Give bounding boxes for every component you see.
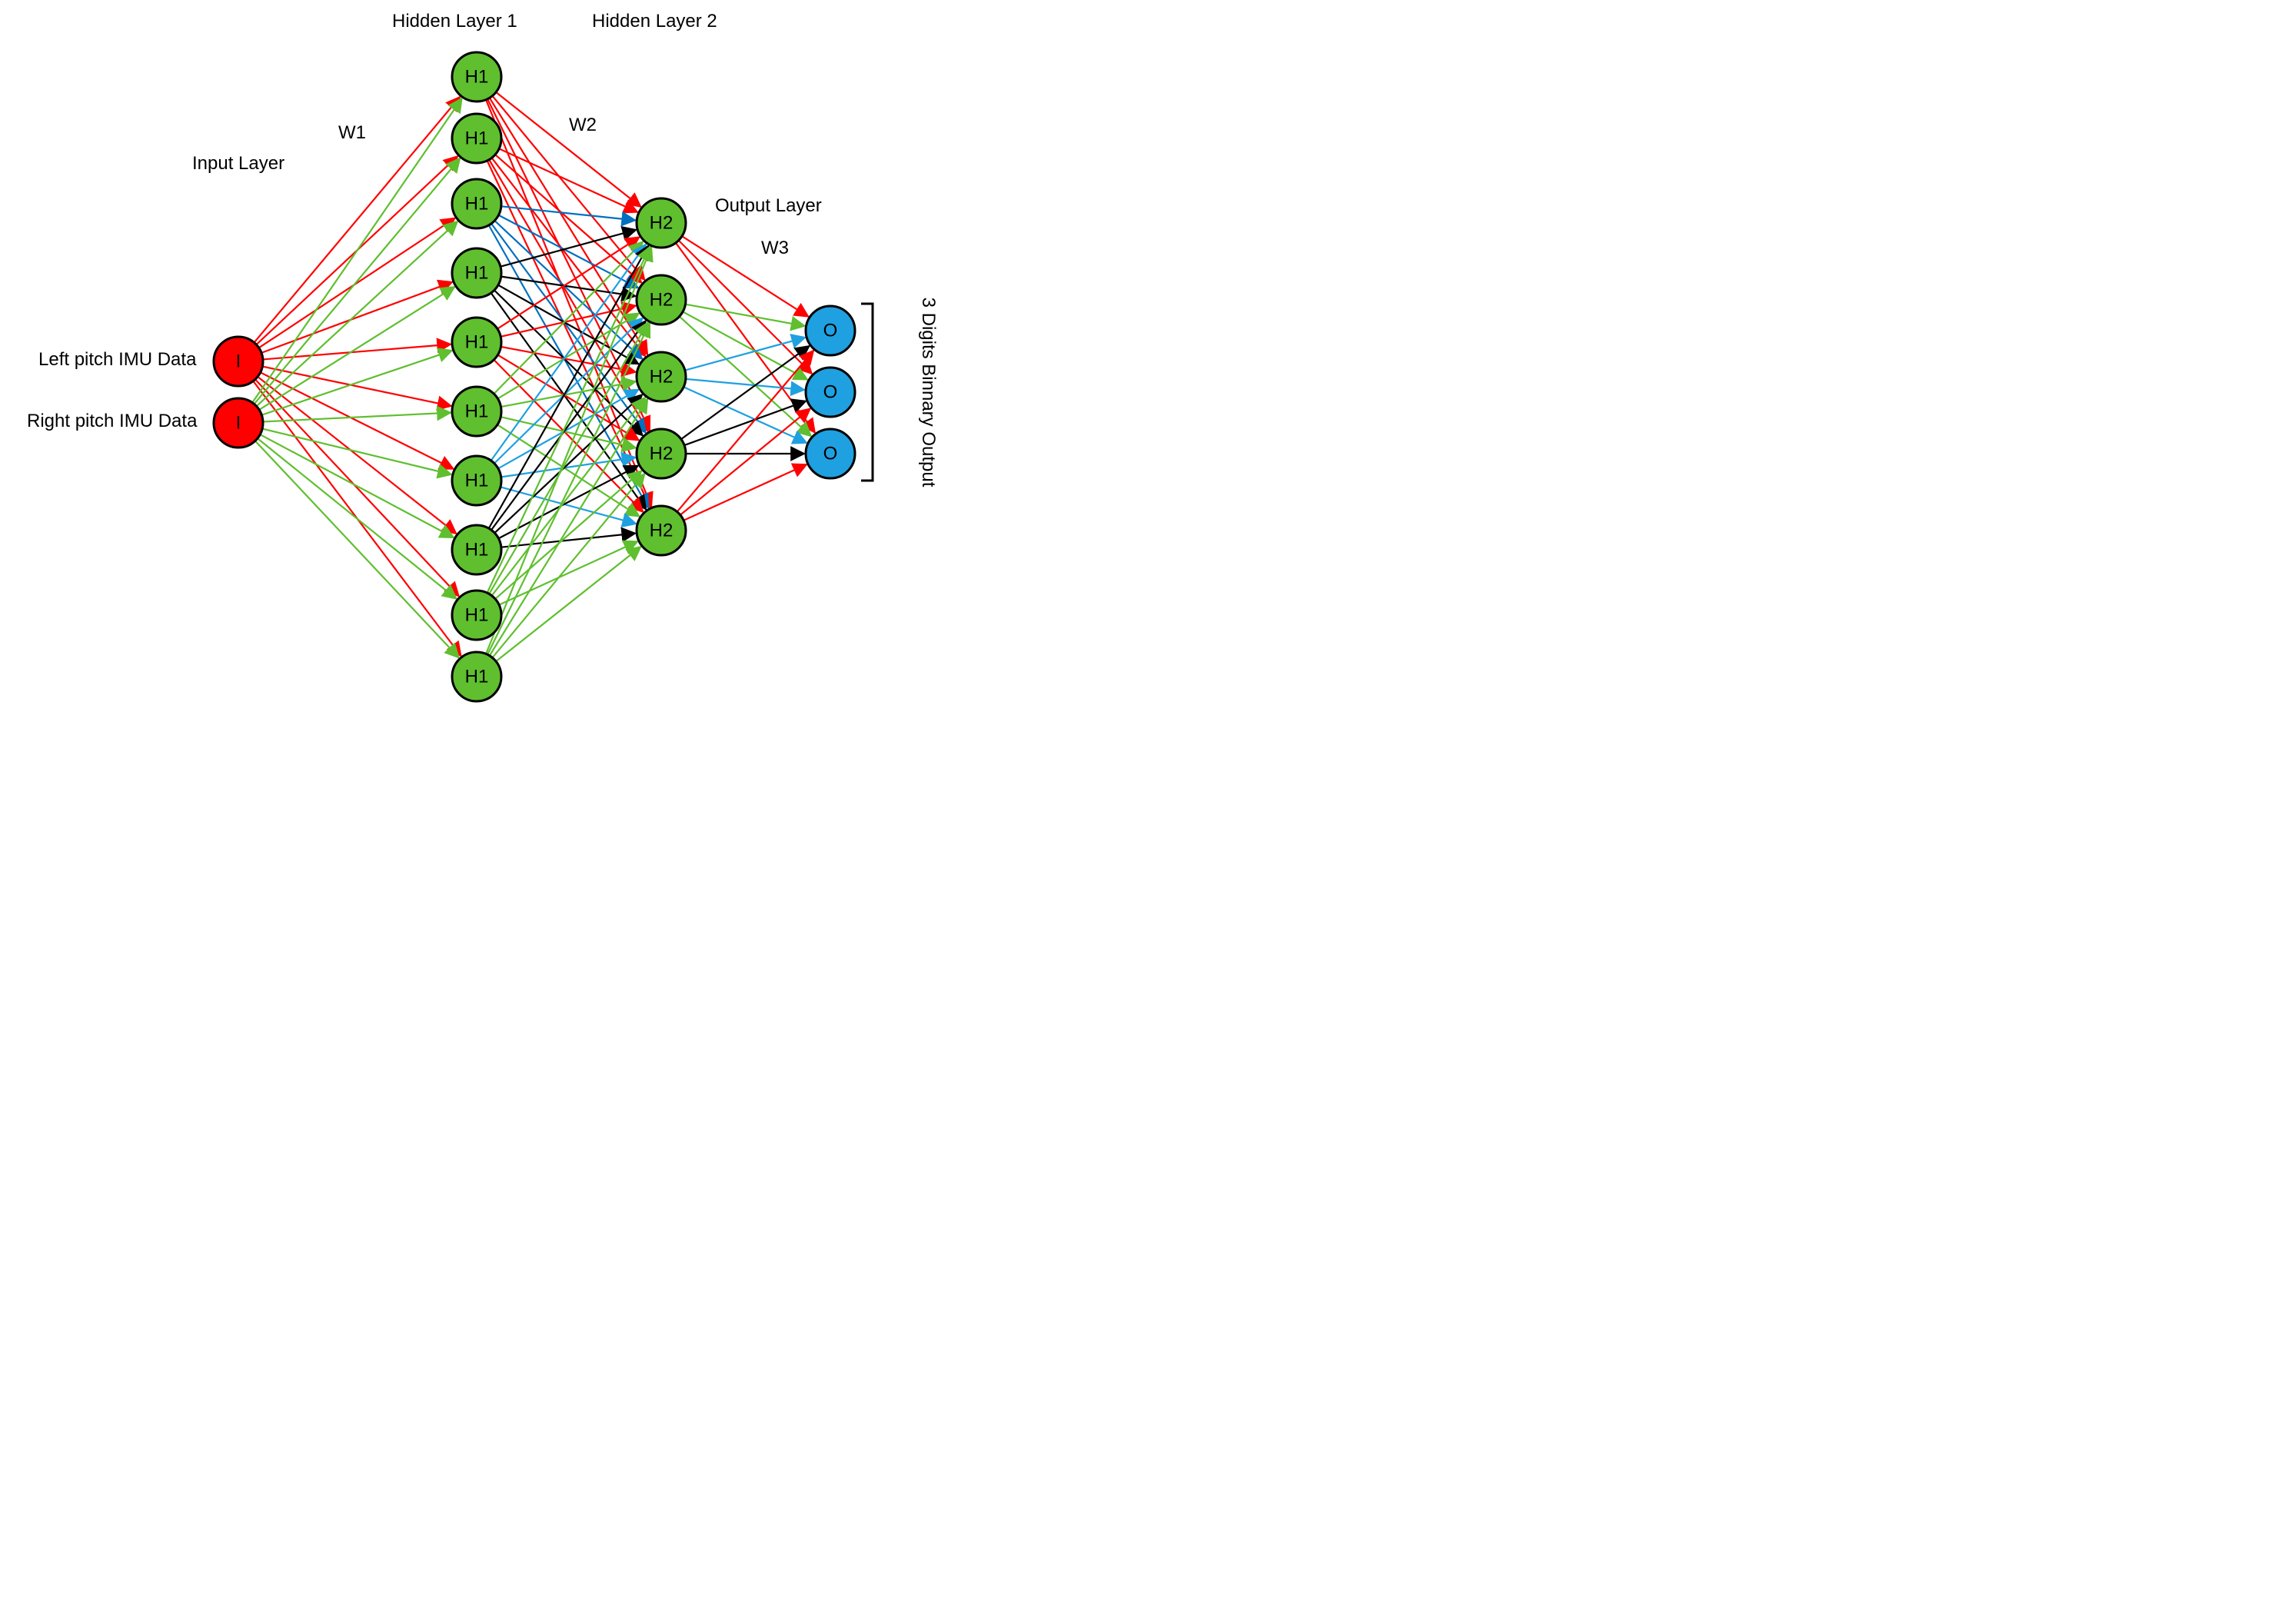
label-output_bracket: 3 Digits Binnary Output [918, 298, 939, 488]
edge [494, 394, 642, 533]
neural-network-diagram: I I H1 H1 H1 H1 H1 H1 H1 H1 H1 H1 H2 H2 H2 H2 H2 O O O Hidde… [0, 0, 999, 707]
hidden1-node-label: H1 [465, 471, 489, 491]
label-left_input: Left pitch IMU Data [38, 349, 197, 370]
hidden2-node: H2 [637, 275, 686, 324]
output-node-label: O [823, 382, 838, 403]
edges-group [252, 92, 815, 661]
edge [490, 399, 647, 656]
edge [259, 287, 454, 410]
hidden1-node-label: H1 [465, 401, 489, 422]
edge [260, 434, 454, 537]
hidden1-node-label: H1 [465, 332, 489, 353]
hidden1-node: H1 [452, 318, 501, 367]
input-node-label: I [236, 413, 241, 434]
edge [494, 290, 643, 435]
output-bracket [861, 304, 873, 481]
hidden1-node-label: H1 [465, 194, 489, 215]
hidden2-node-label: H2 [650, 367, 674, 388]
output-node: O [806, 368, 855, 417]
edge [259, 218, 455, 348]
output-node-label: O [823, 444, 838, 464]
hidden1-node: H1 [452, 52, 501, 102]
hidden2-node-label: H2 [650, 213, 674, 234]
edge [255, 379, 459, 596]
hidden1-node: H1 [452, 652, 501, 701]
edge [486, 247, 651, 654]
edge [676, 243, 815, 433]
hidden1-node-label: H1 [465, 67, 489, 88]
edge [496, 92, 640, 207]
output-node: O [806, 429, 855, 478]
hidden1-node: H1 [452, 525, 501, 574]
label-w2: W2 [569, 115, 597, 135]
label-w1: W1 [338, 122, 366, 143]
edge [258, 438, 457, 599]
edge [254, 158, 461, 404]
hidden2-node: H2 [637, 352, 686, 401]
edge [499, 148, 637, 212]
hidden1-node: H1 [452, 248, 501, 298]
hidden2-node: H2 [637, 506, 686, 555]
hidden1-node: H1 [452, 387, 501, 436]
edge [496, 547, 640, 661]
label-output_layer: Output Layer [715, 195, 822, 216]
hidden2-node-label: H2 [650, 290, 674, 311]
edge [683, 311, 807, 379]
input-node: I [214, 398, 263, 448]
hidden1-node-label: H1 [465, 128, 489, 149]
edge [494, 318, 643, 464]
hidden1-node: H1 [452, 456, 501, 505]
hidden2-node: H2 [637, 198, 686, 248]
edge [686, 379, 804, 390]
hidden2-node: H2 [637, 429, 686, 478]
output-node: O [806, 306, 855, 355]
hidden1-node-label: H1 [465, 263, 489, 284]
edge [683, 464, 807, 521]
label-w3: W3 [761, 238, 789, 258]
label-hidden_layer_1: Hidden Layer 1 [392, 11, 517, 32]
hidden2-node-label: H2 [650, 521, 674, 541]
output-node-label: O [823, 321, 838, 341]
hidden1-node-label: H1 [465, 605, 489, 626]
edge [257, 221, 457, 406]
edge [677, 351, 813, 512]
input-node: I [214, 337, 263, 386]
input-node-label: I [236, 351, 241, 372]
edge [262, 367, 451, 406]
hidden1-node: H1 [452, 591, 501, 640]
hidden1-node-label: H1 [465, 667, 489, 687]
edge [494, 221, 642, 359]
hidden2-node-label: H2 [650, 444, 674, 464]
hidden1-node: H1 [452, 114, 501, 163]
label-input_layer: Input Layer [192, 153, 284, 174]
edge [255, 441, 459, 657]
edge [261, 282, 452, 353]
hidden1-node-label: H1 [465, 540, 489, 561]
label-right_input: Right pitch IMU Data [27, 411, 198, 431]
edge [685, 338, 805, 371]
label-hidden_layer_2: Hidden Layer 2 [592, 11, 717, 32]
hidden1-node: H1 [452, 179, 501, 228]
edge [499, 541, 637, 605]
